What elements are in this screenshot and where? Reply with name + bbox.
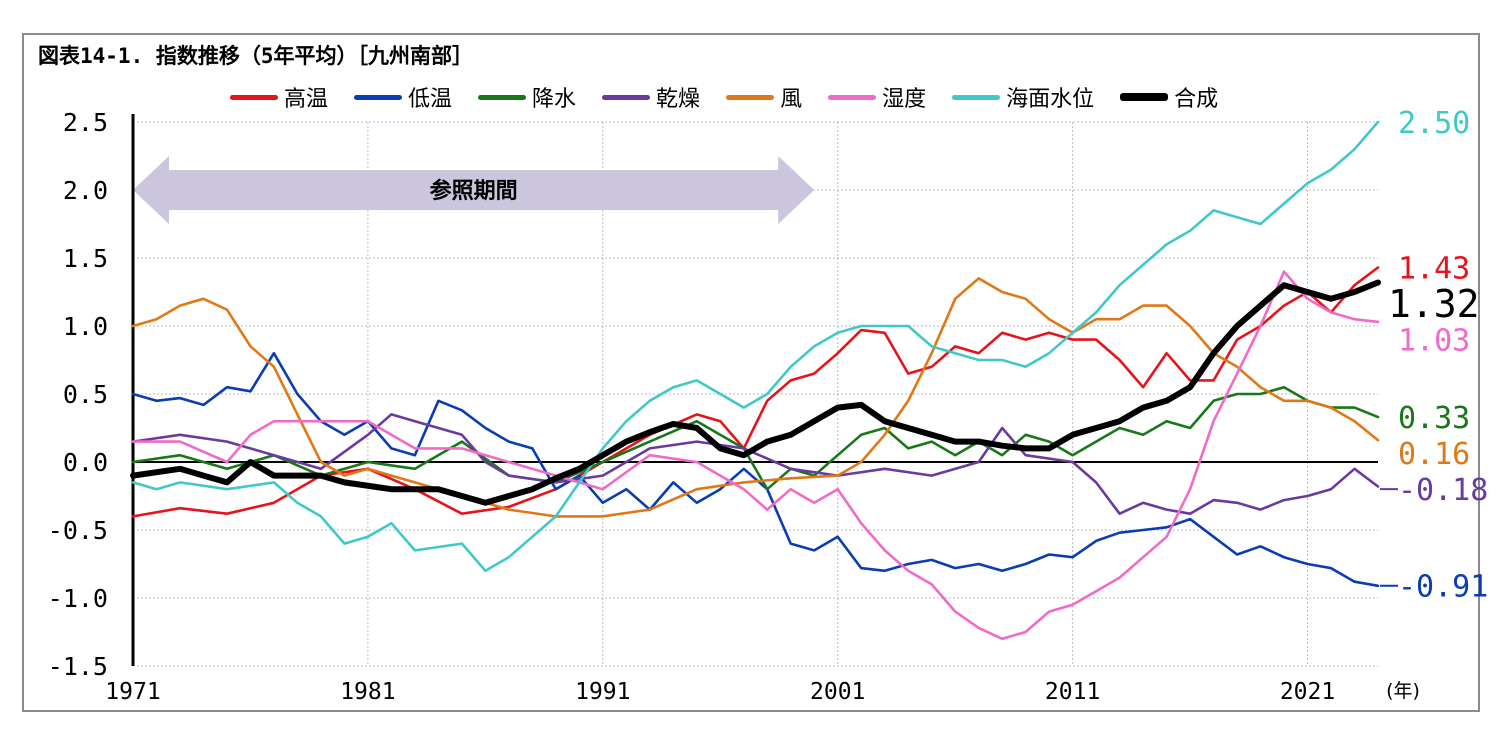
legend-swatch bbox=[952, 94, 1001, 100]
legend-label: 湿度 bbox=[882, 87, 927, 112]
end-value-label: 0.16 bbox=[1398, 437, 1470, 472]
legend-item: 海面水位 bbox=[952, 81, 1094, 113]
legend-swatch bbox=[828, 94, 877, 100]
y-tick-label: -1.5 bbox=[48, 652, 108, 681]
y-tick-label: 1.0 bbox=[63, 312, 108, 341]
legend-label: 降水 bbox=[532, 87, 577, 112]
legend-item: 風 bbox=[726, 81, 802, 113]
end-value-label: 2.50 bbox=[1398, 106, 1470, 141]
legend-item: 低温 bbox=[354, 81, 452, 113]
y-tick-label: 0.0 bbox=[63, 448, 108, 477]
end-value-label: -0.18 bbox=[1398, 473, 1488, 508]
legend-label: 低温 bbox=[408, 87, 453, 112]
legend-swatch bbox=[726, 94, 775, 100]
y-tick-label: -0.5 bbox=[48, 516, 108, 545]
end-value-label: 1.43 bbox=[1398, 251, 1470, 286]
legend-swatch bbox=[354, 94, 403, 100]
series-line bbox=[130, 279, 1381, 506]
y-tick-label: 2.5 bbox=[63, 108, 108, 137]
legend-swatch bbox=[230, 94, 278, 100]
legend-swatch bbox=[478, 94, 527, 100]
x-tick-label: 1981 bbox=[340, 679, 395, 705]
y-tick-label: 1.5 bbox=[63, 244, 108, 273]
series-line bbox=[131, 120, 1380, 573]
x-tick-label: 1991 bbox=[575, 679, 630, 705]
legend-label: 風 bbox=[780, 87, 803, 112]
x-tick-label: 2011 bbox=[1045, 679, 1100, 705]
x-tick-label: 2021 bbox=[1280, 679, 1335, 705]
series-line bbox=[131, 385, 1380, 491]
legend-item: 高温 bbox=[230, 81, 328, 113]
legend-item: 乾燥 bbox=[602, 81, 700, 113]
x-tick-label: 1971 bbox=[105, 679, 160, 705]
chart-legend: 高温 低温 降水 乾燥 風 湿度 海面水位 合成 bbox=[230, 82, 1244, 112]
reference-period-label: 参照期間 bbox=[430, 178, 518, 204]
chart-title: 図表14-1. 指数推移（5年平均）［九州南部］ bbox=[38, 44, 473, 68]
legend-label: 合成 bbox=[1174, 87, 1219, 112]
end-value-label: 1.32 bbox=[1388, 282, 1480, 326]
legend-item: 降水 bbox=[478, 81, 576, 113]
end-value-label: -0.91 bbox=[1398, 570, 1488, 605]
legend-label: 高温 bbox=[284, 87, 329, 112]
series-line bbox=[131, 413, 1380, 515]
series-line bbox=[131, 266, 1380, 518]
end-value-label: 0.33 bbox=[1398, 401, 1470, 436]
reference-period-arrow bbox=[133, 156, 815, 224]
legend-label: 海面水位 bbox=[1006, 87, 1095, 112]
x-tick-label: 2001 bbox=[810, 679, 865, 705]
legend-item: 湿度 bbox=[828, 81, 926, 113]
legend-swatch bbox=[602, 94, 651, 100]
legend-swatch bbox=[1120, 93, 1169, 101]
series-line bbox=[131, 270, 1380, 641]
y-tick-label: 0.5 bbox=[63, 380, 108, 409]
x-unit-label: (年) bbox=[1386, 680, 1420, 702]
y-tick-label: 2.0 bbox=[63, 176, 108, 205]
legend-item: 合成 bbox=[1120, 81, 1218, 113]
end-value-label: 1.03 bbox=[1398, 323, 1470, 358]
legend-label: 乾燥 bbox=[656, 87, 701, 112]
series-line bbox=[131, 277, 1380, 518]
y-tick-label: -1.0 bbox=[48, 584, 108, 613]
